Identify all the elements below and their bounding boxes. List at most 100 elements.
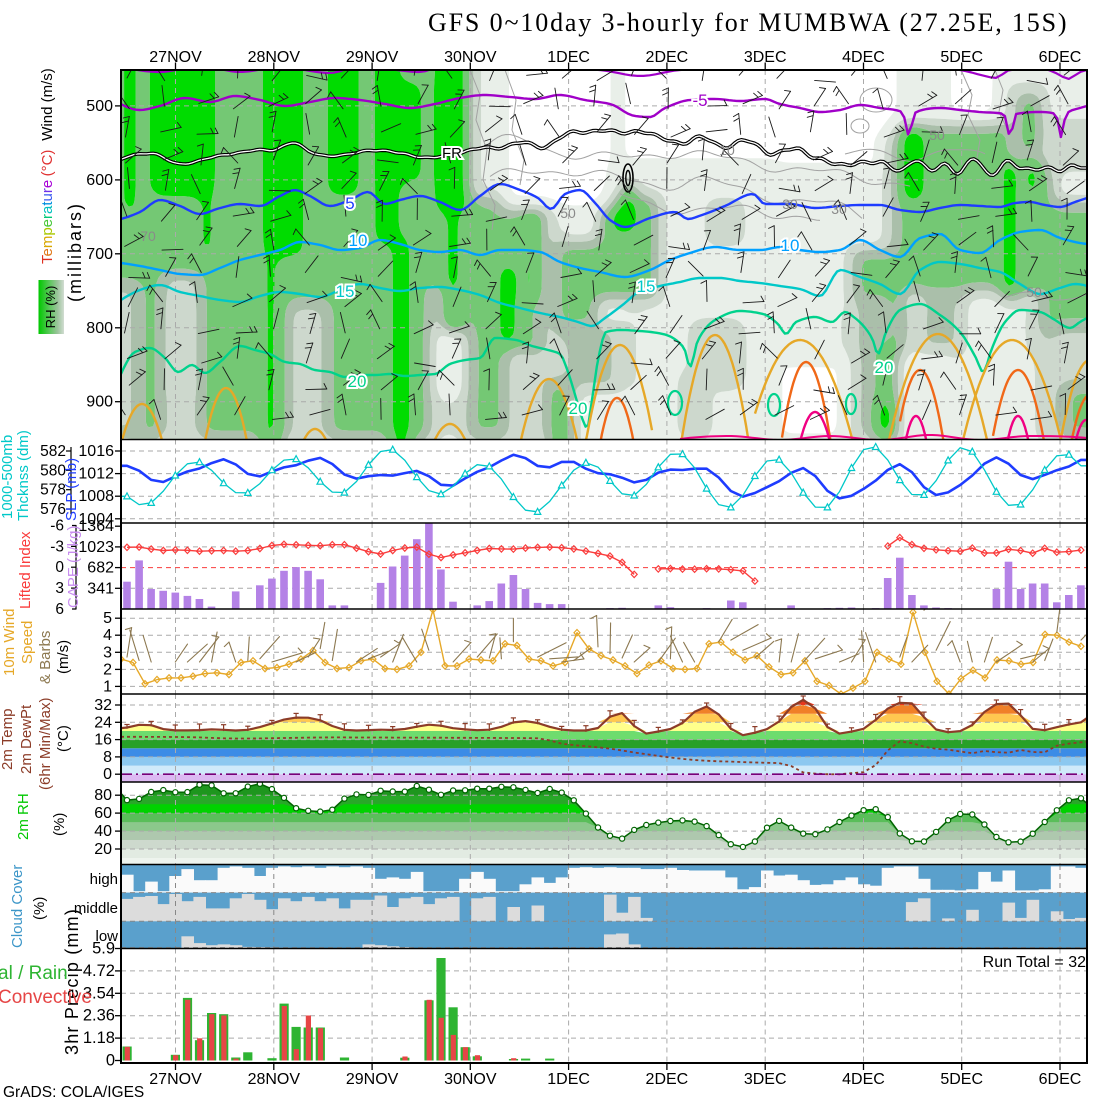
svg-text:(%): (%)	[31, 897, 48, 920]
svg-text:580: 580	[40, 462, 66, 479]
svg-text:1DEC: 1DEC	[547, 1071, 590, 1088]
svg-text:1: 1	[103, 678, 112, 695]
svg-text:0: 0	[103, 766, 112, 783]
svg-text:30NOV: 30NOV	[444, 1071, 497, 1088]
svg-text:(6hr Min/Max): (6hr Min/Max)	[37, 697, 54, 790]
svg-text:6: 6	[55, 601, 64, 618]
svg-text:al / Rain: al / Rain	[0, 963, 68, 984]
svg-text:2.36: 2.36	[83, 1007, 115, 1025]
svg-text:Lifted Index: Lifted Index	[17, 531, 34, 609]
svg-text:GFS 0~10day 3-hourly for MUMBW: GFS 0~10day 3-hourly for MUMBWA (27.25E,…	[428, 8, 1068, 37]
svg-text:FR: FR	[442, 145, 462, 162]
svg-text:(millibars): (millibars)	[65, 202, 85, 302]
svg-text:2m Temp: 2m Temp	[0, 709, 16, 770]
svg-text:576: 576	[40, 501, 66, 518]
svg-text:1008: 1008	[78, 488, 114, 505]
svg-text:-5: -5	[692, 91, 707, 110]
svg-text:2: 2	[103, 661, 112, 678]
svg-text:60: 60	[94, 805, 112, 822]
svg-text:(m/s): (m/s)	[55, 640, 72, 674]
svg-text:10: 10	[349, 231, 368, 250]
svg-text:4: 4	[103, 627, 112, 644]
svg-text:32: 32	[94, 697, 112, 714]
svg-text:4.72: 4.72	[83, 962, 115, 980]
svg-text:15: 15	[637, 277, 656, 296]
svg-text:& Barbs: & Barbs	[37, 631, 54, 684]
svg-text:50: 50	[929, 127, 945, 143]
svg-text:4DEC: 4DEC	[842, 49, 885, 66]
svg-text:SLP (mb): SLP (mb)	[63, 458, 80, 521]
svg-text:1.18: 1.18	[83, 1029, 115, 1047]
svg-text:30: 30	[831, 201, 847, 217]
svg-text:682: 682	[87, 560, 114, 577]
svg-text:3: 3	[103, 644, 112, 661]
svg-text:582: 582	[40, 443, 66, 460]
svg-text:(°C): (°C)	[55, 725, 72, 752]
svg-text:1023: 1023	[78, 539, 114, 556]
svg-text:GrADS: COLA/IGES: GrADS: COLA/IGES	[3, 1084, 144, 1100]
svg-text:24: 24	[94, 714, 112, 731]
svg-text:2DEC: 2DEC	[646, 1071, 689, 1088]
svg-text:500: 500	[86, 98, 113, 115]
svg-text:Run Total = 32: Run Total = 32	[983, 954, 1086, 971]
svg-text:15: 15	[637, 277, 656, 296]
svg-text:-6: -6	[50, 518, 64, 535]
svg-text:3DEC: 3DEC	[744, 49, 787, 66]
svg-text:20: 20	[875, 358, 894, 377]
svg-text:Wind (m/s): Wind (m/s)	[39, 68, 56, 141]
svg-text:1012: 1012	[78, 466, 114, 483]
svg-text:Speed: Speed	[19, 621, 36, 664]
svg-text:578: 578	[40, 482, 66, 499]
svg-text:30: 30	[782, 196, 798, 212]
svg-text:28NOV: 28NOV	[248, 49, 301, 66]
svg-text:6DEC: 6DEC	[1039, 49, 1082, 66]
svg-text:15: 15	[336, 282, 355, 301]
svg-text:20: 20	[94, 841, 112, 858]
svg-text:2m RH: 2m RH	[15, 793, 32, 840]
svg-text:600: 600	[86, 172, 113, 189]
svg-text:30NOV: 30NOV	[444, 49, 497, 66]
svg-text:20: 20	[569, 399, 588, 418]
svg-text:10: 10	[781, 236, 800, 255]
svg-text:10m Wind: 10m Wind	[1, 608, 18, 676]
svg-text:27NOV: 27NOV	[149, 49, 202, 66]
svg-text:50: 50	[1026, 284, 1042, 300]
svg-text:5DEC: 5DEC	[940, 1071, 983, 1088]
svg-text:80: 80	[94, 787, 112, 804]
svg-text:16: 16	[94, 732, 112, 749]
svg-text:6DEC: 6DEC	[1039, 1071, 1082, 1088]
svg-text:20: 20	[875, 358, 894, 377]
svg-text:10: 10	[781, 236, 800, 255]
svg-text:-3: -3	[50, 538, 64, 555]
svg-text:CAPE (J/kg): CAPE (J/kg)	[65, 525, 82, 608]
svg-text:800: 800	[86, 320, 113, 337]
svg-text:20: 20	[348, 372, 367, 391]
svg-text:27NOV: 27NOV	[149, 1071, 202, 1088]
svg-text:high: high	[90, 871, 118, 888]
svg-text:29NOV: 29NOV	[346, 1071, 399, 1088]
svg-text:40: 40	[94, 823, 112, 840]
svg-text:(°C): (°C)	[39, 150, 56, 177]
svg-text:5: 5	[103, 610, 112, 627]
svg-text:middle: middle	[74, 900, 118, 917]
svg-text:-5: -5	[692, 91, 707, 110]
svg-text:900: 900	[86, 394, 113, 411]
svg-text:29NOV: 29NOV	[346, 49, 399, 66]
svg-text:700: 700	[86, 246, 113, 263]
svg-text:3: 3	[55, 580, 64, 597]
svg-text:2DEC: 2DEC	[646, 49, 689, 66]
svg-text:1364: 1364	[78, 518, 114, 535]
svg-text:0: 0	[106, 1052, 115, 1070]
svg-text:low: low	[95, 928, 118, 945]
svg-text:28NOV: 28NOV	[248, 1071, 301, 1088]
svg-text:4DEC: 4DEC	[842, 1071, 885, 1088]
svg-text:Convective: Convective	[0, 987, 92, 1008]
svg-text:1016: 1016	[78, 443, 114, 460]
svg-text:FR: FR	[442, 145, 462, 162]
svg-text:50: 50	[560, 205, 576, 221]
svg-text:8: 8	[103, 749, 112, 766]
svg-text:0: 0	[55, 559, 64, 576]
svg-text:15: 15	[336, 282, 355, 301]
svg-text:3hr Precip (mm): 3hr Precip (mm)	[62, 908, 82, 1055]
svg-text:Cloud Cover: Cloud Cover	[9, 865, 26, 948]
